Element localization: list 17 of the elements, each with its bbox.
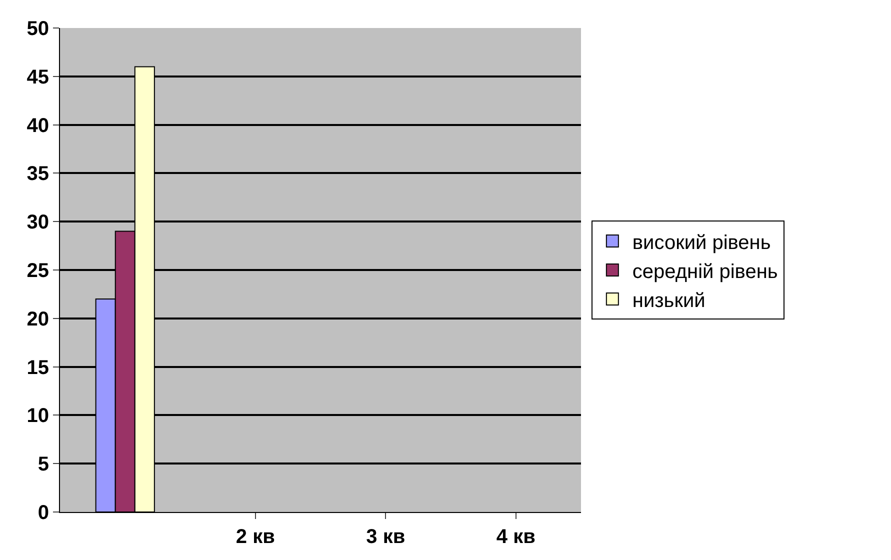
y-tick-label: 25 [26, 260, 49, 282]
y-tick-label: 20 [26, 308, 49, 330]
y-tick-label: 35 [26, 163, 49, 186]
x-tick-label: 2 кв [236, 526, 275, 548]
x-tick-label: 4 кв [496, 526, 536, 548]
y-tick-label: 10 [26, 405, 49, 428]
y-tick-label: 5 [38, 454, 49, 476]
y-tick-label: 30 [26, 212, 49, 234]
legend-label: середній рівень [632, 260, 778, 283]
y-tick-label: 40 [26, 114, 49, 137]
y-tick-label: 0 [38, 502, 49, 524]
legend-label: високий рівень [632, 232, 771, 254]
y-tick-label: 15 [26, 356, 49, 379]
x-tick-label: 3 кв [366, 526, 406, 548]
y-tick-label: 50 [26, 18, 49, 40]
legend-label: низький [632, 290, 706, 312]
y-tick-label: 45 [26, 66, 49, 88]
